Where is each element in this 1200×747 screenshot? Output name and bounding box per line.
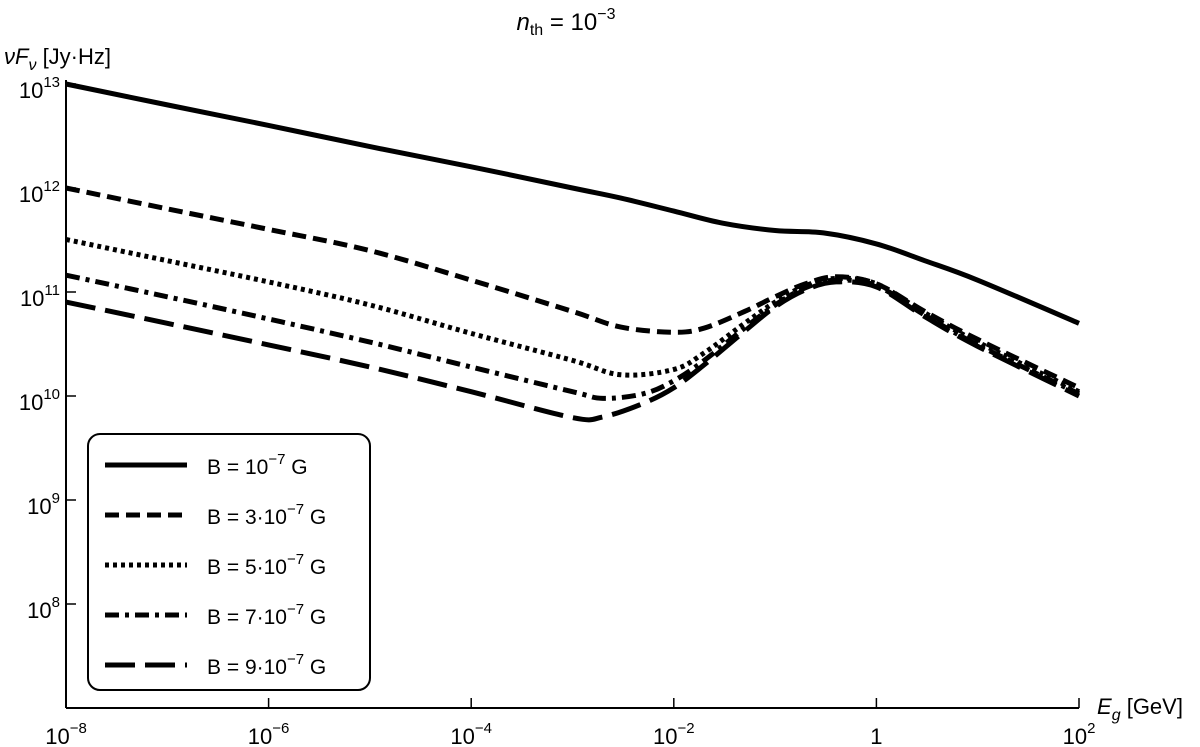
x-tick-label: 1 <box>870 724 882 747</box>
y-tick-label: 1013 <box>19 74 60 103</box>
x-tick-label: 10−4 <box>450 720 492 747</box>
series-line-5 <box>65 279 1081 423</box>
series-line-1 <box>65 81 1080 326</box>
legend-label-3: B = 5·10−7 G <box>207 551 326 579</box>
x-axis-label: Eg [GeV] <box>1097 694 1183 724</box>
chart-title: nth = 10−3 <box>517 6 616 39</box>
legend: B = 10−7 G B = 3·10−7 G B = 5·10−7 G B = 7·… <box>87 433 371 691</box>
legend-label-1: B = 10−7 G <box>207 451 308 479</box>
y-tick-label: 108 <box>27 594 60 623</box>
legend-box <box>87 433 371 691</box>
series-line-4 <box>65 272 1081 401</box>
plot-area <box>65 81 1081 423</box>
y-tick-label: 1010 <box>19 386 60 415</box>
x-tick-label: 102 <box>1063 720 1096 747</box>
legend-label-2: B = 3·10−7 G <box>207 501 326 529</box>
y-axis-label: νFν [Jy·Hz] <box>4 44 111 74</box>
y-tick-label: 109 <box>27 490 60 519</box>
x-tick-label: 10−8 <box>45 720 87 747</box>
y-tick-label: 1012 <box>19 178 60 207</box>
legend-label-5: B = 9·10−7 G <box>207 651 326 679</box>
axes: 10−8 10−6 10−4 10−2 1 102 1013 1012 1011 1010 109 1… <box>19 74 1096 747</box>
series-line-2 <box>65 185 1081 391</box>
x-tick-label: 10−6 <box>248 720 290 747</box>
y-tick-label: 1011 <box>20 282 60 311</box>
x-tick-label: 10−2 <box>653 720 695 747</box>
series-line-3 <box>65 237 1081 394</box>
legend-label-4: B = 7·10−7 G <box>207 601 326 629</box>
